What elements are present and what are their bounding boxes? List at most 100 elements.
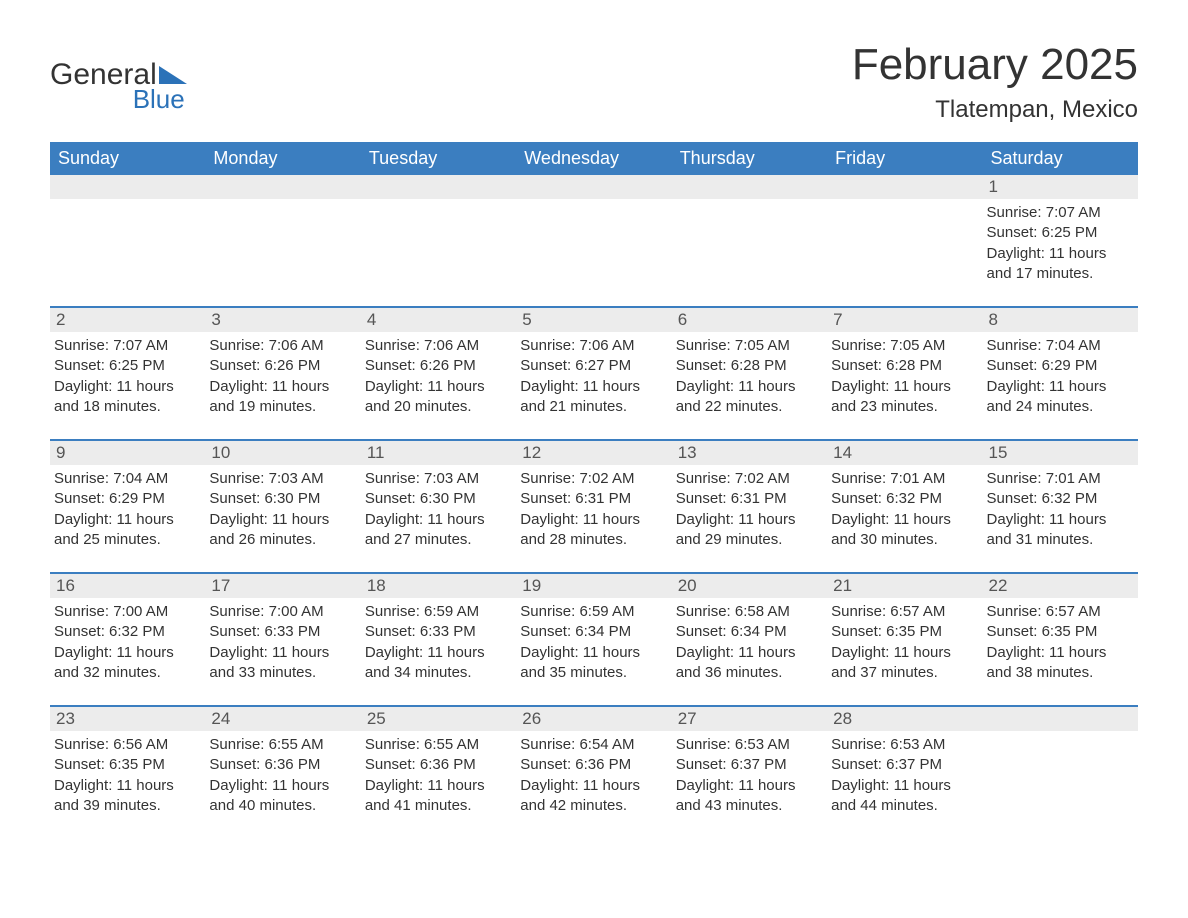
day-sunrise: Sunrise: 7:05 AM — [831, 336, 978, 356]
day-body: Sunrise: 6:59 AMSunset: 6:33 PMDaylight:… — [365, 602, 512, 683]
day-cell: 9Sunrise: 7:04 AMSunset: 6:29 PMDaylight… — [50, 441, 205, 554]
day-body: Sunrise: 7:02 AMSunset: 6:31 PMDaylight:… — [676, 469, 823, 550]
day-sunset: Sunset: 6:36 PM — [520, 755, 667, 775]
day-sunset: Sunset: 6:29 PM — [987, 356, 1134, 376]
day-daylight2: and 23 minutes. — [831, 397, 978, 417]
day-daylight2: and 24 minutes. — [987, 397, 1134, 417]
day-number: 19 — [516, 574, 671, 598]
day-body: Sunrise: 7:01 AMSunset: 6:32 PMDaylight:… — [831, 469, 978, 550]
weekday-wednesday: Wednesday — [516, 142, 671, 175]
day-number: 8 — [983, 308, 1138, 332]
day-daylight1: Daylight: 11 hours — [520, 776, 667, 796]
day-daylight2: and 19 minutes. — [209, 397, 356, 417]
day-sunrise: Sunrise: 6:59 AM — [365, 602, 512, 622]
day-cell: 27Sunrise: 6:53 AMSunset: 6:37 PMDayligh… — [672, 707, 827, 820]
day-number: 3 — [205, 308, 360, 332]
calendar: Sunday Monday Tuesday Wednesday Thursday… — [50, 142, 1138, 820]
day-body: Sunrise: 7:05 AMSunset: 6:28 PMDaylight:… — [676, 336, 823, 417]
day-daylight2: and 35 minutes. — [520, 663, 667, 683]
day-daylight1: Daylight: 11 hours — [676, 510, 823, 530]
day-daylight2: and 36 minutes. — [676, 663, 823, 683]
day-cell — [672, 175, 827, 288]
day-cell: 22Sunrise: 6:57 AMSunset: 6:35 PMDayligh… — [983, 574, 1138, 687]
day-daylight2: and 33 minutes. — [209, 663, 356, 683]
day-cell: 26Sunrise: 6:54 AMSunset: 6:36 PMDayligh… — [516, 707, 671, 820]
day-number: 6 — [672, 308, 827, 332]
day-daylight1: Daylight: 11 hours — [676, 377, 823, 397]
day-body: Sunrise: 6:58 AMSunset: 6:34 PMDaylight:… — [676, 602, 823, 683]
day-daylight1: Daylight: 11 hours — [365, 776, 512, 796]
day-number: 7 — [827, 308, 982, 332]
day-sunrise: Sunrise: 6:54 AM — [520, 735, 667, 755]
day-body: Sunrise: 7:06 AMSunset: 6:26 PMDaylight:… — [365, 336, 512, 417]
day-number: 21 — [827, 574, 982, 598]
day-sunset: Sunset: 6:30 PM — [365, 489, 512, 509]
day-daylight2: and 39 minutes. — [54, 796, 201, 816]
day-sunrise: Sunrise: 7:06 AM — [365, 336, 512, 356]
day-sunset: Sunset: 6:37 PM — [831, 755, 978, 775]
day-number: 22 — [983, 574, 1138, 598]
day-daylight1: Daylight: 11 hours — [831, 776, 978, 796]
day-sunset: Sunset: 6:35 PM — [831, 622, 978, 642]
title-block: February 2025 Tlatempan, Mexico — [852, 40, 1138, 124]
weekday-header-row: Sunday Monday Tuesday Wednesday Thursday… — [50, 142, 1138, 175]
day-daylight1: Daylight: 11 hours — [831, 643, 978, 663]
day-sunrise: Sunrise: 7:04 AM — [54, 469, 201, 489]
day-number: 18 — [361, 574, 516, 598]
day-cell: 4Sunrise: 7:06 AMSunset: 6:26 PMDaylight… — [361, 308, 516, 421]
day-sunset: Sunset: 6:37 PM — [676, 755, 823, 775]
week-row: 23 Sunrise: 6:56 AMSunset: 6:35 PM Dayligh… — [50, 705, 1138, 820]
day-cell: 16Sunrise: 7:00 AMSunset: 6:32 PMDayligh… — [50, 574, 205, 687]
logo-text: General Blue — [50, 60, 187, 112]
day-body: Sunrise: 7:01 AMSunset: 6:32 PMDaylight:… — [987, 469, 1134, 550]
day-body: Sunrise: 7:05 AMSunset: 6:28 PMDaylight:… — [831, 336, 978, 417]
day-sunset: Sunset: 6:26 PM — [209, 356, 356, 376]
day-sunset: Sunset: 6:35 PM — [54, 755, 201, 775]
day-cell: 28Sunrise: 6:53 AMSunset: 6:37 PMDayligh… — [827, 707, 982, 820]
day-body: Sunrise: 7:04 AMSunset: 6:29 PMDaylight:… — [54, 469, 201, 550]
day-body: Sunrise: 6:54 AMSunset: 6:36 PMDaylight:… — [520, 735, 667, 816]
day-sunrise: Sunrise: 6:56 AM — [54, 735, 201, 755]
day-number: 15 — [983, 441, 1138, 465]
day-sunrise: Sunrise: 6:53 AM — [676, 735, 823, 755]
day-daylight2: and 28 minutes. — [520, 530, 667, 550]
day-sunset: Sunset: 6:32 PM — [54, 622, 201, 642]
day-sunrise: Sunrise: 7:07 AM — [54, 336, 201, 356]
day-sunrise: Sunrise: 6:58 AM — [676, 602, 823, 622]
day-sunrise: Sunrise: 6:57 AM — [987, 602, 1134, 622]
day-sunrise: Sunrise: 7:05 AM — [676, 336, 823, 356]
day-daylight1: Daylight: 11 hours — [831, 510, 978, 530]
day-body: Sunrise: 7:07 AMSunset: 6:25 PMDaylight:… — [54, 336, 201, 417]
day-daylight1: Daylight: 11 hours — [54, 643, 201, 663]
day-body: Sunrise: 7:03 AMSunset: 6:30 PMDaylight:… — [209, 469, 356, 550]
weekday-monday: Monday — [205, 142, 360, 175]
week-row: 16Sunrise: 7:00 AMSunset: 6:32 PMDayligh… — [50, 572, 1138, 687]
day-cell: 3Sunrise: 7:06 AMSunset: 6:26 PMDaylight… — [205, 308, 360, 421]
day-sunrise: Sunrise: 7:02 AM — [520, 469, 667, 489]
day-sunset: Sunset: 6:28 PM — [831, 356, 978, 376]
day-sunset: Sunset: 6:31 PM — [676, 489, 823, 509]
day-daylight1: Daylight: 11 hours — [209, 510, 356, 530]
day-body: Sunrise: 6:55 AMSunset: 6:36 PMDaylight:… — [365, 735, 512, 816]
day-sunset: Sunset: 6:36 PM — [365, 755, 512, 775]
day-number: 23 — [50, 707, 205, 731]
day-daylight2: and 42 minutes. — [520, 796, 667, 816]
day-number: 11 — [361, 441, 516, 465]
day-body: Sunrise: 7:06 AMSunset: 6:27 PMDaylight:… — [520, 336, 667, 417]
day-sunrise: Sunrise: 6:59 AM — [520, 602, 667, 622]
day-number: 5 — [516, 308, 671, 332]
day-sunset: Sunset: 6:35 PM — [987, 622, 1134, 642]
day-daylight1: Daylight: 11 hours — [987, 377, 1134, 397]
day-number: 27 — [672, 707, 827, 731]
day-cell: 5 Sunrise: 7:06 AMSunset: 6:27 PMDaylight… — [516, 308, 671, 421]
day-daylight2: and 43 minutes. — [676, 796, 823, 816]
day-sunrise: Sunrise: 7:00 AM — [209, 602, 356, 622]
day-sunset: Sunset: 6:26 PM — [365, 356, 512, 376]
day-daylight1: Daylight: 11 hours — [520, 377, 667, 397]
logo: General Blue — [50, 60, 187, 112]
day-body: Sunrise: 7:03 AMSunset: 6:30 PMDaylight:… — [365, 469, 512, 550]
day-cell: 13Sunrise: 7:02 AMSunset: 6:31 PMDayligh… — [672, 441, 827, 554]
day-daylight1: Daylight: 11 hours — [365, 510, 512, 530]
day-sunset: Sunset: 6:33 PM — [365, 622, 512, 642]
day-daylight1: Daylight: 11 hours — [365, 377, 512, 397]
